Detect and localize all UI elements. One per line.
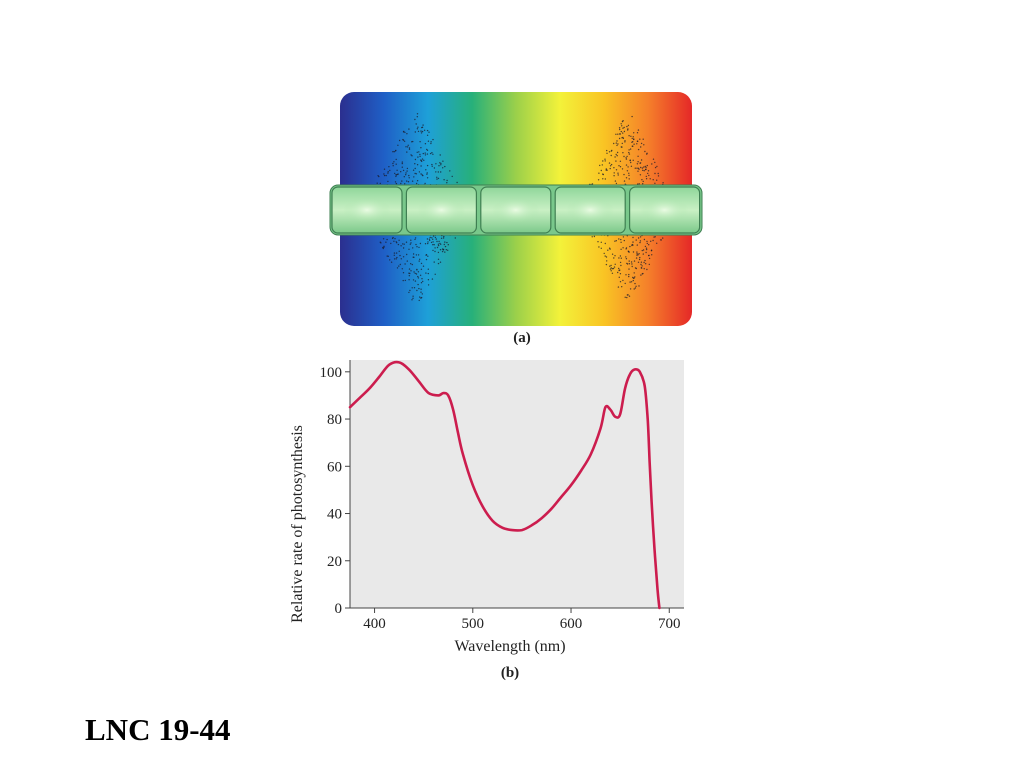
tick-marks: 0 20 40 60 80 100 400 500 600 700 xyxy=(320,365,681,632)
y-axis-label: Relative rate of photosynthesis xyxy=(289,425,306,623)
x-tick-label: 600 xyxy=(560,616,583,632)
action-spectrum-chart: 0 20 40 60 80 100 400 500 600 700 Relative rate o… xyxy=(289,360,684,681)
x-tick-label: 500 xyxy=(462,616,485,632)
x-tick-label: 700 xyxy=(658,616,681,632)
y-tick-label: 60 xyxy=(327,459,342,475)
filament-cell xyxy=(629,186,701,234)
x-axis-label: Wavelength (nm) xyxy=(454,638,565,655)
y-tick-label: 100 xyxy=(320,365,343,381)
filament-cell xyxy=(480,186,552,234)
y-tick-label: 40 xyxy=(327,507,342,523)
figure-a-caption: (a) xyxy=(513,330,531,346)
chart-caption: (b) xyxy=(501,665,519,681)
spectrum-figure xyxy=(329,92,703,326)
series-line xyxy=(348,360,661,610)
x-tick-label: 400 xyxy=(363,616,386,632)
y-tick-label: 0 xyxy=(335,601,343,617)
slide-label: LNC 19-44 xyxy=(85,712,231,747)
y-tick-label: 20 xyxy=(327,554,342,570)
algal-filament xyxy=(329,184,703,236)
axes xyxy=(349,360,684,609)
filament-cell xyxy=(554,186,626,234)
filament-cell xyxy=(405,186,478,234)
filament-cell xyxy=(331,186,403,234)
series-layer xyxy=(348,360,661,610)
plot-area xyxy=(350,360,684,608)
y-tick-label: 80 xyxy=(327,412,342,428)
